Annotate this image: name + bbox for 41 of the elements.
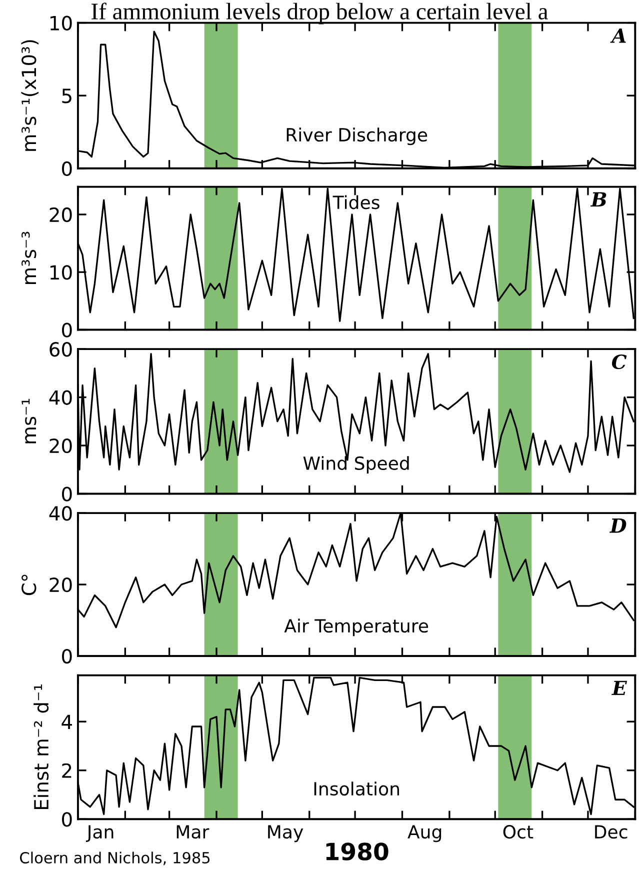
y-axis-title: C° [22,574,36,596]
y-tick-label: 5 [62,88,72,104]
y-axis-title: ms⁻¹ [22,398,36,444]
y-axis-title: m³s⁻³ [22,232,36,284]
x-tick-label: May [268,825,304,842]
annotation: E [612,680,628,696]
y-tick-label: 10 [50,265,72,280]
y-tick-label: 0 [62,161,72,176]
y-tick-label: 0 [62,486,72,502]
y-tick-label: 0 [62,322,72,338]
annotation: A [610,28,626,43]
line-series [78,676,634,816]
y-tick-label: 4 [62,714,72,729]
y-tick-label: 0 [62,812,72,827]
x-tick-label: Dec [595,825,628,839]
y-axis-title: Einst m⁻² d⁻¹ [34,684,49,810]
x-tick-label: Mar [176,825,210,839]
annotation: Wind Speed [303,456,409,474]
annotation: B [590,192,606,206]
x-tick-label: Oct [503,824,534,839]
y-tick-label: 20 [50,577,72,592]
annotation: If ammonium levels drop below a certain level a [92,2,548,24]
x-axis-title: 1980 [326,842,388,860]
annotation: River Discharge [286,128,428,146]
y-tick-label: 20 [50,207,72,222]
annotation: Air Temperature [284,618,428,636]
y-tick-label: 2 [62,763,72,778]
annotation: Insolation [314,782,399,796]
y-tick-label: 10 [50,16,72,30]
y-tick-label: 60 [50,342,72,357]
y-axis-title: m³s⁻¹(x10³) [21,40,39,151]
text: Cloern and Nichols, 1985 [20,852,210,866]
annotation: D [609,518,626,533]
x-tick-label: Jan [86,825,114,842]
y-tick-label: 20 [50,438,72,454]
annotation: Tides [332,195,380,210]
y-tick-label: 40 [49,390,72,405]
y-tick-label: 0 [62,648,72,664]
annotation: C [612,354,627,370]
y-tick-label: 40 [49,506,72,521]
x-tick-label: Aug [408,825,442,842]
